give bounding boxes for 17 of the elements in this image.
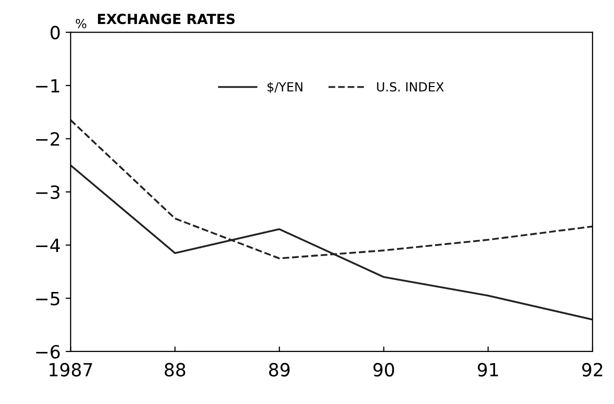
y-tick-label: −6 <box>36 344 60 359</box>
y-tick-label: −4 <box>36 238 60 252</box>
chart-title: EXCHANGE RATES <box>98 14 235 24</box>
x-tick-label: 1987 <box>50 362 92 377</box>
x-tick-label: 91 <box>478 362 498 377</box>
y-axis-title: % <box>76 18 86 28</box>
y-tick-label: 0 <box>50 26 60 40</box>
y-tick-label: −2 <box>36 132 60 146</box>
x-tick-label: 90 <box>373 362 394 377</box>
x-tick-label: 92 <box>582 362 602 377</box>
legend-label: U.S. INDEX <box>377 82 444 92</box>
y-tick-label: −1 <box>36 79 60 92</box>
y-tick-label: −5 <box>36 292 60 306</box>
legend-label: $/YEN <box>268 82 302 94</box>
y-tick-label: −3 <box>36 185 60 200</box>
x-tick-label: 89 <box>269 362 290 377</box>
x-tick-label: 88 <box>164 362 186 377</box>
